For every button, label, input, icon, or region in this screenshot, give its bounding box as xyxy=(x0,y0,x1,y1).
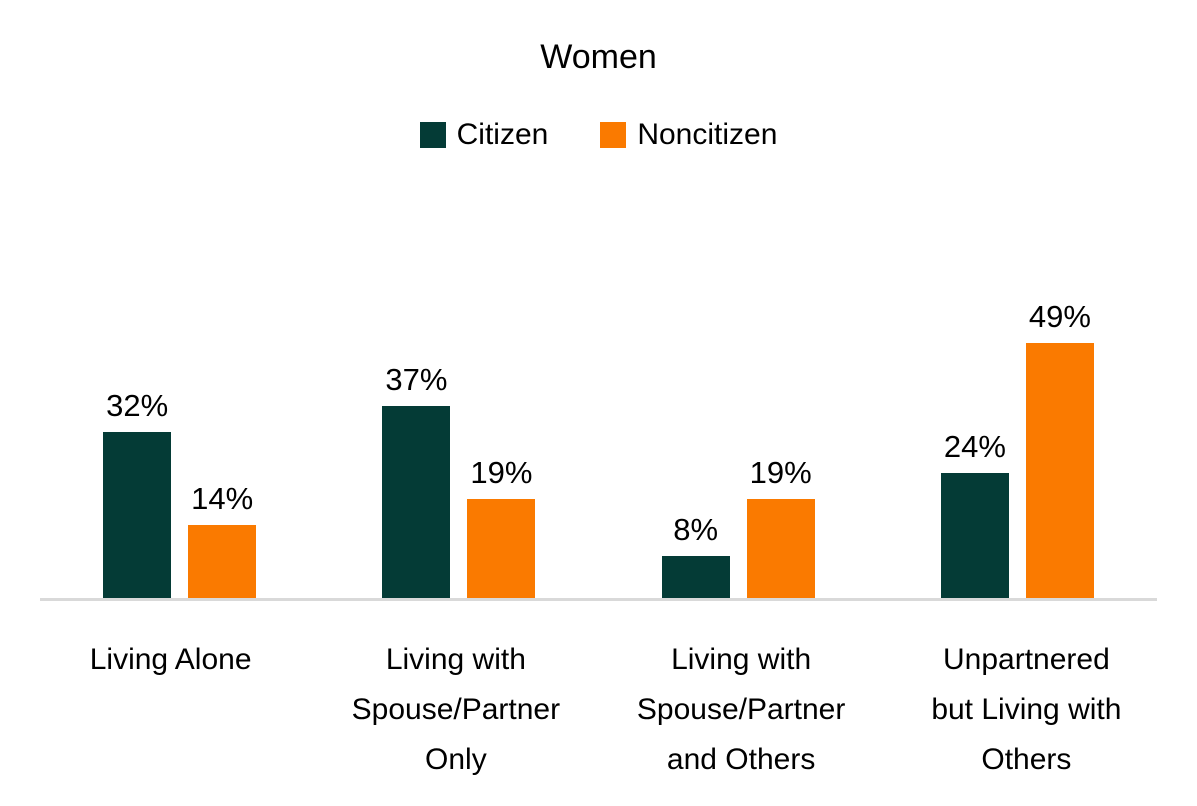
chart-title: Women xyxy=(540,38,657,76)
bar-citizen-living-alone xyxy=(103,432,172,598)
legend-item-noncitizen: Noncitizen xyxy=(600,118,777,152)
bar-wrap: 19% xyxy=(746,455,815,598)
x-axis-line xyxy=(40,598,1157,601)
bar-wrap: 24% xyxy=(940,429,1009,598)
bar-noncitizen-spouse-only xyxy=(467,499,536,598)
legend-item-citizen: Citizen xyxy=(419,118,549,152)
bar-wrap: 19% xyxy=(467,455,536,598)
bar-wrap: 32% xyxy=(103,388,172,598)
value-label-noncitizen-spouse-and-others: 19% xyxy=(749,455,812,490)
legend-label-citizen: Citizen xyxy=(456,118,549,151)
bar-group-spouse-and-others: 8% 19% xyxy=(599,455,878,598)
bar-wrap: 14% xyxy=(188,481,257,598)
noncitizen-swatch-icon xyxy=(600,122,627,148)
plot-area: 32% 14% 37% 19% 8% 19% xyxy=(40,152,1157,598)
value-label-citizen-living-alone: 32% xyxy=(106,388,169,423)
legend: Citizen Noncitizen xyxy=(0,118,1197,152)
value-label-citizen-spouse-and-others: 8% xyxy=(673,512,719,547)
bar-group-unpartnered: 24% 49% xyxy=(878,299,1157,598)
bar-citizen-unpartnered xyxy=(940,473,1009,598)
bar-noncitizen-unpartnered xyxy=(1025,343,1094,598)
value-label-citizen-unpartnered: 24% xyxy=(943,429,1006,464)
category-label-spouse-only: Living with Spouse/Partner Only xyxy=(351,643,561,776)
category-label-spouse-and-others: Living with Spouse/Partner and Others xyxy=(636,643,846,776)
legend-label-noncitizen: Noncitizen xyxy=(637,118,778,151)
category-label-unpartnered: Unpartnered but Living with Others xyxy=(931,643,1122,776)
bar-citizen-spouse-only xyxy=(382,406,451,598)
bar-group-living-alone: 32% 14% xyxy=(40,388,319,598)
value-label-citizen-spouse-only: 37% xyxy=(385,362,448,397)
x-axis-labels: Living Alone Living with Spouse/Partner … xyxy=(28,601,1169,785)
value-label-noncitizen-unpartnered: 49% xyxy=(1028,299,1091,334)
bar-group-spouse-only: 37% 19% xyxy=(319,362,598,598)
bar-noncitizen-spouse-and-others xyxy=(746,499,815,598)
value-label-noncitizen-living-alone: 14% xyxy=(191,481,254,516)
value-label-noncitizen-spouse-only: 19% xyxy=(470,455,533,490)
bar-citizen-spouse-and-others xyxy=(661,556,730,598)
bar-wrap: 8% xyxy=(661,512,730,598)
citizen-swatch-icon xyxy=(419,122,446,148)
bar-wrap: 49% xyxy=(1025,299,1094,598)
bar-noncitizen-living-alone xyxy=(188,525,257,598)
category-label-living-alone: Living Alone xyxy=(89,643,252,676)
bar-wrap: 37% xyxy=(382,362,451,598)
